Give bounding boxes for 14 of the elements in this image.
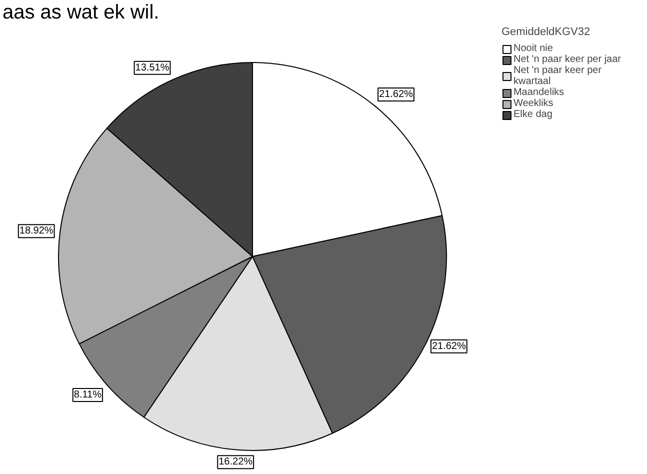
data-label: 13.51% — [135, 62, 170, 74]
chart-title: aas as wat ek wil. — [2, 2, 160, 24]
legend-label: Net 'n paar keer per jaar — [513, 54, 621, 65]
legend-label: Maandeliks — [513, 87, 564, 98]
legend-label: Net 'n paar keer per kwartaal — [513, 65, 602, 87]
legend-label: Elke dag — [513, 109, 552, 120]
legend-label: Weekliks — [513, 98, 554, 109]
data-label: 18.92% — [19, 226, 54, 237]
legend-label: Nooit nie — [513, 43, 553, 54]
data-label: 8.11% — [74, 390, 102, 400]
data-label: 21.62% — [379, 89, 414, 100]
data-label: 16.22% — [218, 456, 253, 468]
data-label: 21.62% — [432, 340, 466, 352]
legend-title: GemiddeldKGV32 — [501, 26, 592, 38]
